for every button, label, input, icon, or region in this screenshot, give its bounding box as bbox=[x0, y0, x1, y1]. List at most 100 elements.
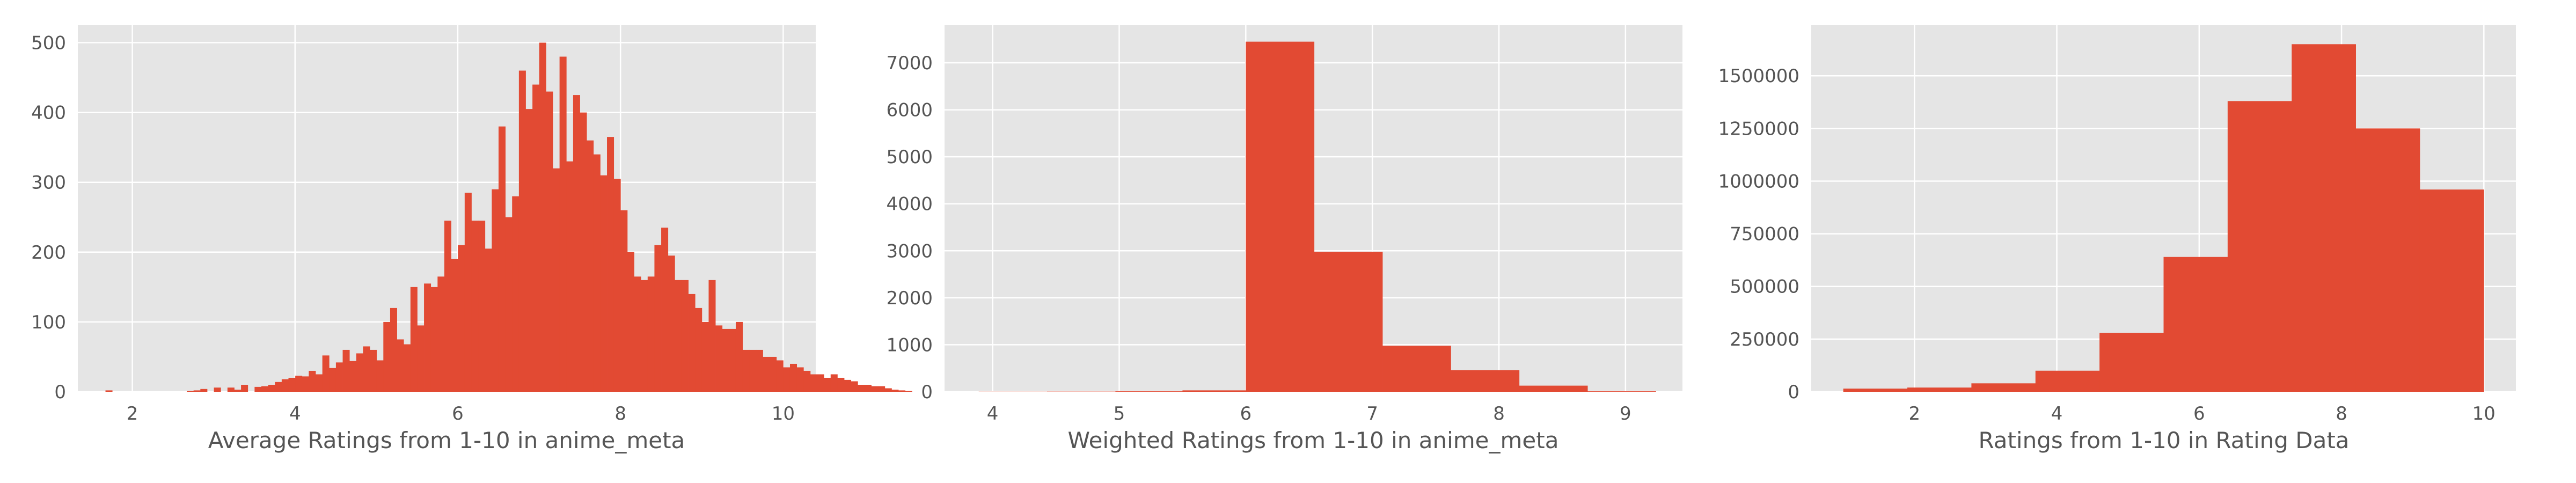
histogram-bar bbox=[837, 377, 845, 392]
histogram-bar bbox=[302, 376, 309, 392]
x-axis-label: Ratings from 1-10 in Rating Data bbox=[1978, 427, 2349, 453]
histogram-bar bbox=[634, 276, 641, 392]
histogram-bar bbox=[884, 388, 892, 392]
histogram-bar bbox=[1182, 390, 1246, 392]
histogram-bar bbox=[458, 245, 465, 392]
histogram-bar bbox=[424, 283, 431, 392]
histogram-bar bbox=[295, 376, 303, 392]
histogram-bar bbox=[193, 390, 201, 392]
y-tick-label: 1500000 bbox=[1718, 65, 1799, 87]
histogram-bar bbox=[1115, 391, 1183, 392]
histogram-bar bbox=[539, 42, 546, 392]
histogram-bar bbox=[695, 308, 702, 392]
histogram-bar bbox=[681, 280, 689, 392]
histogram-bar bbox=[905, 391, 912, 392]
histogram-bar bbox=[281, 379, 289, 392]
histogram-bar bbox=[647, 276, 655, 392]
histogram-bar bbox=[763, 356, 770, 392]
histogram-bar bbox=[824, 377, 831, 392]
histogram-bar bbox=[729, 328, 736, 392]
bars bbox=[978, 41, 1656, 392]
histogram-bar bbox=[275, 382, 282, 392]
histogram-bar bbox=[254, 386, 262, 392]
y-tick-label: 100 bbox=[31, 312, 66, 333]
histogram-bar bbox=[376, 360, 384, 392]
histogram-bar bbox=[309, 370, 316, 392]
histogram-bar bbox=[2419, 189, 2484, 392]
x-tick-label: 4 bbox=[987, 403, 999, 425]
histogram-bar bbox=[356, 353, 363, 392]
histogram-bar bbox=[851, 381, 858, 392]
histogram-bar bbox=[234, 390, 241, 392]
histogram-bar bbox=[1314, 252, 1383, 392]
histogram-bar bbox=[478, 221, 486, 392]
y-tick-label: 750000 bbox=[1730, 224, 1799, 245]
histogram-bar bbox=[268, 384, 275, 392]
histogram-bar bbox=[587, 140, 594, 392]
histogram-bar bbox=[2355, 128, 2420, 392]
x-tick-label: 8 bbox=[1493, 403, 1505, 425]
histogram-bar bbox=[661, 228, 669, 392]
histogram-bar bbox=[546, 91, 553, 392]
histogram-bar bbox=[363, 346, 370, 392]
histogram-bar bbox=[749, 349, 757, 392]
histogram-bar bbox=[715, 325, 723, 392]
histogram-bar bbox=[2163, 257, 2228, 392]
histogram-bar bbox=[1519, 385, 1588, 392]
histogram-bar bbox=[708, 280, 716, 392]
histogram-bar bbox=[1971, 383, 2036, 392]
histogram-bar bbox=[830, 374, 838, 392]
histogram-bar bbox=[613, 179, 621, 392]
histogram-bar bbox=[370, 349, 377, 392]
x-tick-label: 8 bbox=[2336, 403, 2347, 425]
histogram-bar bbox=[471, 221, 479, 392]
histogram-bar bbox=[532, 84, 540, 392]
histogram-bar bbox=[512, 196, 519, 392]
histogram-rating-data: 2 4 6 8 10 0 250000 500000 750000 1000000 1250000 1… bbox=[1718, 25, 2516, 453]
histogram-bar bbox=[891, 390, 899, 392]
y-tick-label: 3000 bbox=[886, 240, 933, 262]
x-axis-label: Weighted Ratings from 1-10 in anime_meta bbox=[1068, 427, 1559, 453]
histogram-bar bbox=[492, 189, 499, 392]
x-tick-label: 2 bbox=[1908, 403, 1920, 425]
y-tick-label: 0 bbox=[54, 382, 66, 403]
histogram-bar bbox=[580, 112, 587, 392]
histogram-bar bbox=[505, 217, 513, 392]
histogram-bar bbox=[573, 95, 580, 392]
x-tick-label: 4 bbox=[2051, 403, 2063, 425]
histogram-bar bbox=[688, 294, 696, 392]
x-tick-label: 6 bbox=[1240, 403, 1252, 425]
histogram-bar bbox=[1907, 387, 1972, 392]
histogram-bar bbox=[335, 362, 343, 392]
x-tick-label: 8 bbox=[614, 403, 626, 425]
histogram-bar bbox=[410, 287, 418, 392]
histogram-bar bbox=[810, 374, 817, 392]
histogram-bar bbox=[1451, 370, 1520, 392]
histogram-bar bbox=[735, 321, 743, 392]
y-tick-label: 1000000 bbox=[1718, 171, 1799, 192]
y-tick-label: 4000 bbox=[886, 194, 933, 215]
x-tick-label: 2 bbox=[127, 403, 138, 425]
histogram-bar bbox=[898, 390, 906, 392]
histogram-bar bbox=[1246, 41, 1315, 392]
histogram-bar bbox=[559, 56, 567, 392]
histogram-bar bbox=[329, 368, 336, 392]
histogram-bar bbox=[593, 154, 601, 392]
x-tick-label: 6 bbox=[2193, 403, 2205, 425]
histogram-bar bbox=[518, 70, 526, 392]
histogram-bar bbox=[383, 321, 391, 392]
histogram-bar bbox=[871, 386, 879, 392]
histogram-bar bbox=[200, 389, 208, 392]
x-tick-label: 7 bbox=[1366, 403, 1378, 425]
histogram-bar bbox=[404, 344, 411, 392]
y-tick-label: 2000 bbox=[886, 288, 933, 309]
histogram-bar bbox=[858, 384, 865, 392]
histogram-bar bbox=[722, 328, 729, 392]
y-tick-label: 500000 bbox=[1730, 276, 1799, 298]
x-tick-label: 10 bbox=[2472, 403, 2496, 425]
y-tick-label: 200 bbox=[31, 242, 66, 264]
histogram-bar bbox=[2099, 333, 2164, 392]
histogram-bar bbox=[675, 280, 682, 392]
histogram-bar bbox=[607, 137, 614, 392]
